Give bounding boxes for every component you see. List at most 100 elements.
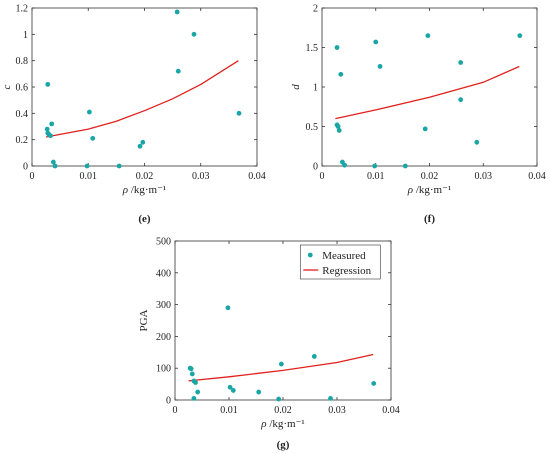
measured-point: [373, 39, 379, 45]
x-tick-label: 0.01: [80, 171, 98, 182]
axes-frame: [321, 7, 538, 167]
measured-point: [276, 396, 282, 402]
measured-point: [458, 97, 464, 103]
measured-point: [191, 396, 197, 401]
measured-point: [193, 380, 198, 385]
x-axis-variable: ρ: [122, 184, 128, 196]
x-tick-label: 0.03: [475, 171, 493, 182]
x-axis-unit: /kg·m⁻¹: [267, 418, 305, 430]
x-axis-label: ρ /kg·m⁻¹: [260, 418, 304, 430]
measured-point: [227, 384, 233, 390]
legend: Measured Regression: [299, 244, 381, 280]
y-tick-label: 1.5: [306, 43, 319, 54]
y-tick-label: 0: [166, 396, 171, 407]
panel-e: 0 0.01 0.02 0.03 0.04 0 0.2 0.4 0.6 0.8 1 1.2 c ρ /kg…: [1, 4, 266, 226]
measured-point: [49, 121, 55, 127]
measured-point: [402, 163, 408, 169]
measured-point: [188, 366, 194, 372]
legend-measured-marker: [307, 252, 313, 258]
measured-point: [422, 126, 428, 132]
y-tick-label: 0.5: [306, 122, 319, 133]
y-axis-label: c: [1, 84, 13, 89]
x-tick-label: 0.02: [136, 171, 154, 182]
measured-point: [338, 71, 344, 77]
x-tick-label: 0.01: [367, 171, 385, 182]
measured-point: [48, 133, 53, 139]
regression-line: [45, 60, 239, 138]
x-axis-variable: ρ: [407, 184, 413, 196]
x-axis-label: ρ /kg·m⁻¹: [407, 184, 451, 196]
panel-g: 0 0.01 0.02 0.03 0.04 0 100 200 300 400 500 PGA ρ /k…: [138, 237, 400, 452]
measured-point: [371, 381, 377, 386]
x-tick-label: 0.02: [274, 405, 292, 416]
measured-point: [90, 135, 96, 141]
measured-point: [44, 126, 50, 132]
measured-point: [116, 163, 122, 169]
y-tick-label: 100: [156, 364, 171, 375]
measured-point: [328, 396, 333, 401]
measured-point: [191, 31, 197, 37]
regression-line: [188, 353, 374, 382]
measured-point: [458, 60, 464, 65]
y-axis-label: PGA: [138, 309, 150, 331]
x-tick-label: 0: [320, 171, 325, 182]
y-tick-label: 400: [156, 268, 171, 279]
x-tick-label: 0: [30, 171, 35, 182]
measured-point: [335, 124, 341, 129]
measured-point: [140, 139, 146, 145]
measured-point: [334, 45, 340, 50]
measured-point: [336, 128, 342, 133]
x-tick-label: 0.04: [528, 171, 546, 182]
y-tick-label: 1.2: [16, 4, 29, 15]
x-tick-label: 0.03: [192, 171, 210, 182]
measured-point: [195, 389, 201, 395]
regression-line: [335, 65, 520, 120]
measured-point: [474, 139, 480, 145]
x-axis-unit: /kg·m⁻¹: [128, 184, 166, 196]
legend-measured-label: Measured: [322, 250, 366, 262]
y-axis-label: d: [290, 84, 302, 90]
x-axis-unit: /kg·m⁻¹: [413, 184, 451, 196]
measured-point: [342, 162, 347, 168]
measured-point: [425, 33, 431, 39]
x-axis-variable: ρ: [260, 418, 266, 430]
y-tick-label: 1: [313, 83, 318, 94]
measured-point: [189, 371, 195, 377]
x-tick-label: 0.02: [421, 171, 439, 182]
panel-label: (f): [424, 213, 435, 225]
measured-point: [236, 110, 242, 116]
measured-point: [230, 388, 236, 393]
measured-point: [137, 143, 143, 149]
measured-point: [517, 33, 523, 39]
measured-point: [311, 354, 317, 359]
measured-point: [86, 109, 92, 115]
measured-point: [52, 163, 58, 169]
measured-point: [372, 163, 378, 169]
y-tick-label: 2: [313, 4, 318, 15]
legend-regression-label: Regression: [322, 265, 371, 277]
y-tick-label: 0.4: [16, 109, 29, 120]
panel-label: (g): [277, 439, 290, 451]
measured-point: [278, 361, 284, 367]
panel-label: (e): [138, 213, 151, 225]
x-axis-label: ρ /kg·m⁻¹: [122, 184, 166, 196]
panel-f: 0 0.01 0.02 0.03 0.04 0 0.5 1 1.5 2 d ρ /kg·m⁻¹ (f): [290, 4, 546, 226]
measured-point: [377, 64, 383, 69]
y-tick-label: 0.2: [16, 135, 29, 146]
x-tick-label: 0.04: [382, 405, 400, 416]
legend-box: [299, 244, 381, 280]
y-tick-label: 0: [313, 162, 318, 173]
x-tick-label: 0: [173, 405, 178, 416]
y-tick-label: 300: [156, 300, 171, 311]
x-tick-label: 0.01: [220, 405, 238, 416]
y-tick-label: 1: [23, 30, 28, 41]
x-tick-label: 0.03: [328, 405, 346, 416]
y-tick-label: 0.8: [16, 56, 29, 67]
measured-point: [175, 68, 181, 74]
x-tick-label: 0.04: [248, 171, 266, 182]
y-tick-label: 0.6: [16, 83, 29, 94]
y-tick-label: 500: [156, 237, 171, 248]
measured-point: [256, 389, 262, 395]
measured-point: [84, 163, 90, 169]
